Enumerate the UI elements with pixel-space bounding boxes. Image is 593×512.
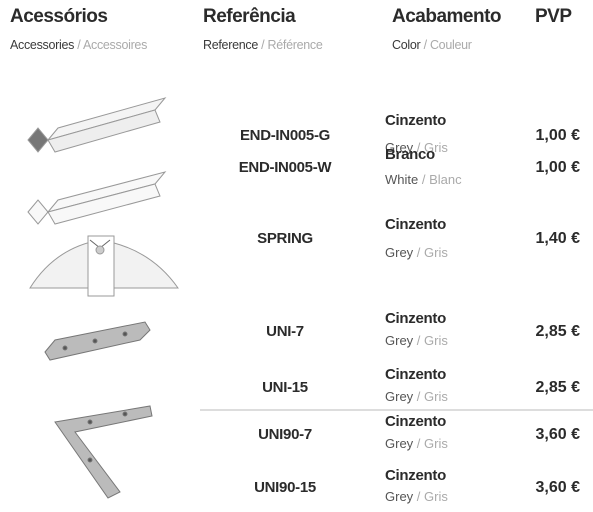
french-label: Gris [424, 140, 448, 155]
price: 3,60 € [535, 426, 580, 443]
reference: UNI-7 [266, 323, 304, 340]
separator: / [416, 489, 421, 504]
finish-translation: White / Blanc [385, 172, 462, 187]
column-title: PVP [535, 6, 572, 27]
french-label: Gris [424, 436, 448, 451]
separator: / [261, 38, 265, 52]
french-label: Blanc [429, 172, 462, 187]
french-label: Gris [424, 389, 448, 404]
separator: / [416, 245, 421, 260]
english-label: Grey [385, 245, 414, 260]
french-label: Couleur [429, 38, 472, 52]
separator: / [416, 140, 421, 155]
price: 1,00 € [535, 127, 580, 144]
column-subtitle: Reference / Référence [203, 38, 323, 52]
corner-connector-image [54, 405, 153, 499]
straight-connector-image [44, 321, 151, 361]
finish: Cinzento [385, 216, 446, 233]
end-cap-grey-image [27, 97, 167, 153]
english-label: Color [392, 38, 421, 52]
finish: Cinzento [385, 366, 446, 383]
french-label: Gris [424, 489, 448, 504]
french-label: Référence [267, 38, 323, 52]
column-subtitle: Accessories / Accessoires [10, 38, 147, 52]
english-label: Reference [203, 38, 258, 52]
finish-translation: Grey / Gris [385, 436, 448, 451]
column-subtitle: Color / Couleur [392, 38, 472, 52]
english-label: Grey [385, 389, 414, 404]
price: 1,40 € [535, 230, 580, 247]
finish: Cinzento [385, 112, 446, 129]
english-label: Grey [385, 140, 414, 155]
separator: / [416, 389, 421, 404]
reference: END-IN005-W [238, 159, 332, 176]
spring-clip-image [29, 235, 179, 297]
finish-translation: Grey / Gris [385, 140, 448, 155]
finish-translation: Grey / Gris [385, 245, 448, 260]
finish: Cinzento [385, 413, 446, 430]
finish: Cinzento [385, 467, 446, 484]
reference: SPRING [257, 230, 313, 247]
english-label: White [385, 172, 419, 187]
english-label: Grey [385, 333, 414, 348]
english-label: Grey [385, 436, 414, 451]
finish-translation: Grey / Gris [385, 333, 448, 348]
reference: UNI90-15 [254, 479, 316, 496]
reference: END-IN005-G [239, 127, 331, 144]
separator: / [416, 333, 421, 348]
column-title: Acessórios [10, 6, 108, 27]
separator: / [423, 38, 428, 52]
separator: / [421, 172, 426, 187]
french-label: Accessoires [82, 38, 148, 52]
price: 1,00 € [535, 159, 580, 176]
french-label: Gris [424, 333, 448, 348]
french-label: Gris [424, 245, 448, 260]
price: 3,60 € [535, 479, 580, 496]
finish: Cinzento [385, 310, 446, 327]
finish-translation: Grey / Gris [385, 389, 448, 404]
price: 2,85 € [535, 323, 580, 340]
english-label: Grey [385, 489, 414, 504]
price: 2,85 € [535, 379, 580, 396]
end-cap-white-image [27, 171, 167, 225]
reference: UNI-15 [262, 379, 308, 396]
separator: / [416, 436, 421, 451]
separator: / [77, 38, 81, 52]
finish: Branco [385, 146, 435, 163]
column-title: Acabamento [392, 6, 502, 27]
column-title: Referência [203, 6, 296, 27]
reference: UNI90-7 [258, 426, 312, 443]
finish-translation: Grey / Gris [385, 489, 448, 504]
english-label: Accessories [10, 38, 75, 52]
